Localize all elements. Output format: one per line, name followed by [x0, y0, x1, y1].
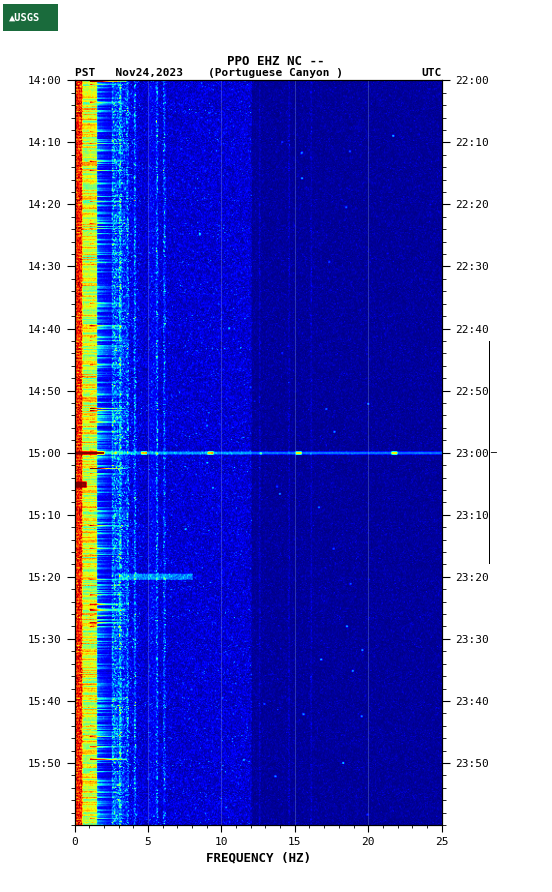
- Text: ▲USGS: ▲USGS: [9, 12, 41, 23]
- Text: PST   Nov24,2023: PST Nov24,2023: [75, 68, 183, 78]
- Text: (Portuguese Canyon ): (Portuguese Canyon ): [209, 68, 343, 78]
- Text: UTC: UTC: [421, 68, 442, 78]
- Text: PPO EHZ NC --: PPO EHZ NC --: [227, 54, 325, 68]
- X-axis label: FREQUENCY (HZ): FREQUENCY (HZ): [205, 851, 311, 864]
- Text: ─: ─: [490, 448, 496, 458]
